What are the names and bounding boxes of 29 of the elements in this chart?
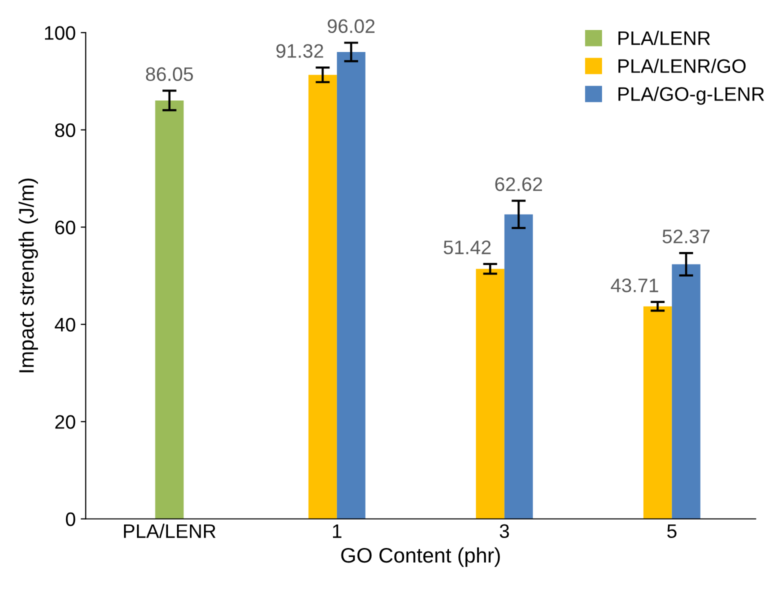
data-label: 96.02 [328, 19, 375, 34]
legend-label: PLA/LENR/GO [618, 58, 746, 73]
data-label: 51.42 [444, 240, 491, 254]
bar [476, 268, 504, 519]
bar [643, 306, 672, 519]
bar [155, 100, 184, 519]
y-tick-label: 0 [66, 512, 76, 526]
data-label: 91.32 [276, 44, 324, 58]
legend-label: PLA/GO-g-LENR [618, 86, 764, 105]
y-axis-title: Impact strength (J/m) [18, 178, 38, 372]
data-label: 43.71 [610, 278, 658, 292]
y-tick-label: 100 [45, 26, 76, 40]
bar [504, 214, 533, 519]
x-axis-title: GO Content (phr) [341, 547, 500, 567]
data-label: 62.62 [495, 177, 542, 192]
x-tick-label: 3 [500, 524, 509, 538]
x-tick-label: 5 [667, 524, 676, 538]
x-tick-label: PLA/LENR [124, 524, 216, 538]
x-tick-label: 1 [332, 524, 342, 538]
data-label: 86.05 [146, 67, 193, 82]
y-tick-label: 40 [54, 318, 76, 332]
y-tick-label: 60 [55, 220, 76, 234]
data-label: 52.37 [662, 230, 710, 244]
bar [672, 264, 700, 519]
bar [336, 52, 366, 519]
bar [308, 74, 337, 519]
y-tick-label: 20 [55, 415, 76, 429]
y-tick-label: 80 [55, 123, 76, 138]
legend-label: PLA/LENR [618, 30, 710, 46]
